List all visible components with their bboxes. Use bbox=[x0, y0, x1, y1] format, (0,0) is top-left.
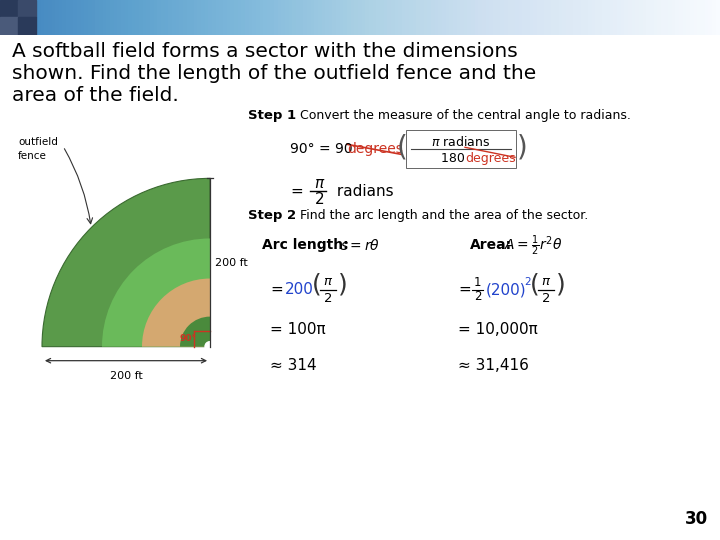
Text: outfield
fence: outfield fence bbox=[18, 137, 58, 161]
Text: ): ) bbox=[338, 273, 348, 296]
Wedge shape bbox=[102, 239, 210, 347]
Bar bbox=[0, 0, 18, 17]
Text: (200): (200) bbox=[486, 282, 526, 297]
Text: radians: radians bbox=[332, 184, 394, 199]
Text: (: ( bbox=[530, 273, 540, 296]
Text: 90° = 90: 90° = 90 bbox=[290, 143, 357, 156]
Wedge shape bbox=[42, 178, 210, 347]
Text: Arc length:: Arc length: bbox=[262, 239, 348, 253]
Wedge shape bbox=[180, 316, 210, 347]
Text: 2: 2 bbox=[524, 276, 531, 287]
Bar bbox=[0, 17, 18, 35]
Circle shape bbox=[164, 301, 174, 311]
Text: ≈ 314: ≈ 314 bbox=[270, 358, 317, 373]
Text: 2: 2 bbox=[474, 290, 482, 303]
Text: ): ) bbox=[517, 133, 528, 161]
Text: =: = bbox=[458, 282, 471, 297]
Text: 30: 30 bbox=[685, 510, 708, 528]
Text: $\pi$: $\pi$ bbox=[314, 176, 325, 191]
Bar bbox=[18, 17, 36, 35]
Text: 200 ft: 200 ft bbox=[109, 370, 143, 381]
Text: shown. Find the length of the outfield fence and the: shown. Find the length of the outfield f… bbox=[12, 64, 536, 83]
Text: $A = \frac{1}{2}r^2\theta$: $A = \frac{1}{2}r^2\theta$ bbox=[504, 233, 562, 258]
Text: 180: 180 bbox=[441, 152, 469, 165]
Text: = 100π: = 100π bbox=[270, 322, 325, 337]
Circle shape bbox=[205, 342, 215, 352]
Text: Area:: Area: bbox=[470, 239, 512, 253]
Text: Convert the measure of the central angle to radians.: Convert the measure of the central angle… bbox=[300, 109, 631, 122]
Text: Find the arc length and the area of the sector.: Find the arc length and the area of the … bbox=[300, 210, 588, 222]
Text: Step 1: Step 1 bbox=[248, 109, 296, 122]
Text: =: = bbox=[270, 282, 283, 297]
Text: degrees: degrees bbox=[347, 143, 403, 156]
Text: 2: 2 bbox=[541, 292, 550, 305]
Text: $s = r\theta$: $s = r\theta$ bbox=[340, 238, 380, 253]
Text: $\pi$: $\pi$ bbox=[323, 275, 333, 288]
Text: (: ( bbox=[312, 273, 322, 296]
Text: Step 2: Step 2 bbox=[248, 210, 296, 222]
Text: (: ( bbox=[397, 133, 408, 161]
Bar bbox=[18, 0, 36, 17]
Text: 2: 2 bbox=[324, 292, 332, 305]
Text: degrees: degrees bbox=[465, 152, 516, 165]
Text: area of the field.: area of the field. bbox=[12, 86, 179, 105]
Text: 2: 2 bbox=[315, 192, 325, 207]
Text: = 10,000π: = 10,000π bbox=[458, 322, 538, 337]
Text: ): ) bbox=[556, 273, 566, 296]
Text: 90°: 90° bbox=[179, 334, 197, 343]
Text: 200 ft: 200 ft bbox=[215, 258, 248, 267]
Text: 1: 1 bbox=[474, 276, 482, 289]
Wedge shape bbox=[142, 279, 210, 347]
Text: 200: 200 bbox=[285, 282, 314, 297]
Text: A softball field forms a sector with the dimensions: A softball field forms a sector with the… bbox=[12, 42, 518, 61]
Text: $\pi$: $\pi$ bbox=[541, 275, 551, 288]
FancyBboxPatch shape bbox=[406, 130, 516, 168]
Text: ≈ 31,416: ≈ 31,416 bbox=[458, 358, 529, 373]
Text: $\pi$ radians: $\pi$ radians bbox=[431, 136, 490, 149]
Text: =: = bbox=[290, 184, 302, 199]
